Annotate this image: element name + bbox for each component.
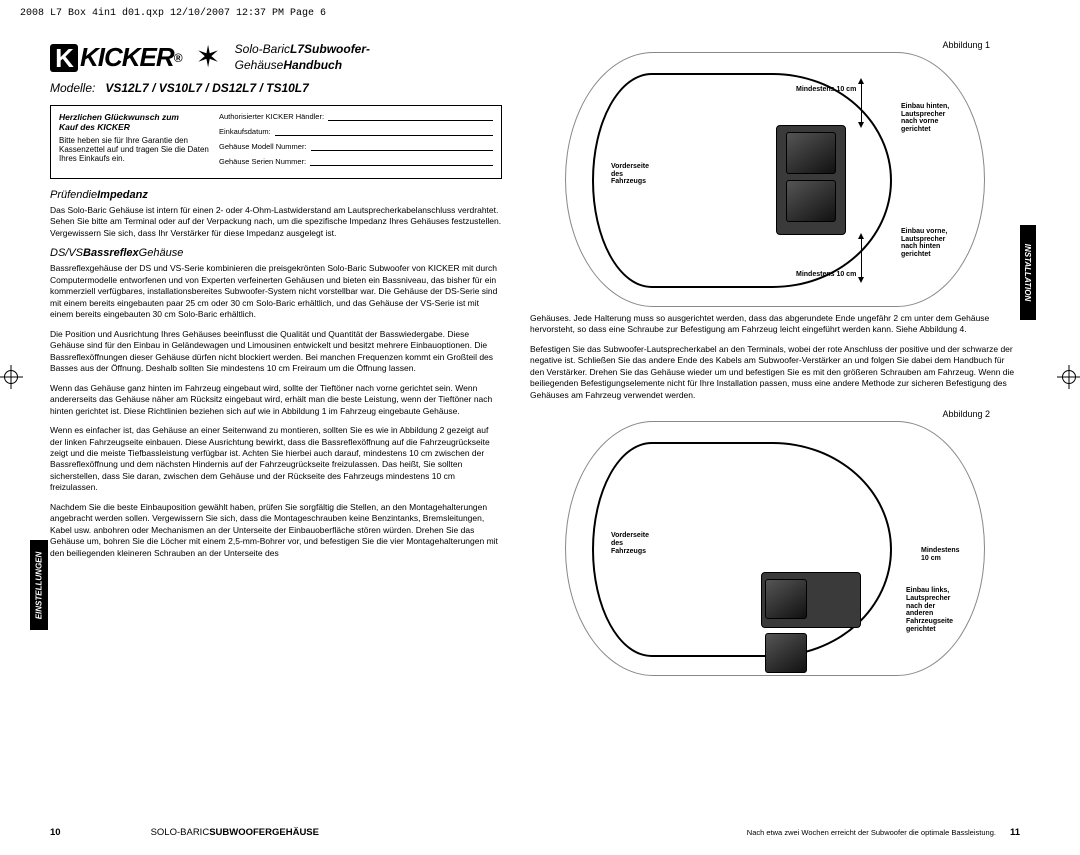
driver-icon bbox=[765, 633, 807, 673]
right-page: INSTALLATION Abbildung 1 Vorderseite des… bbox=[520, 40, 1020, 830]
sec2-p4: Wenn es einfacher ist, das Gehäuse an ei… bbox=[50, 425, 502, 494]
sec-impedance-title: PrüfendieImpedanz bbox=[50, 189, 502, 201]
figure-2: Vorderseite des Fahrzeugs Mindestens 10 … bbox=[565, 421, 985, 676]
footer-right: Nach etwa zwei Wochen erreicht der Subwo… bbox=[747, 827, 1020, 838]
doc-title: Solo-BaricL7Subwoofer- GehäuseHandbuch bbox=[235, 42, 370, 73]
arrow-top bbox=[861, 83, 862, 123]
page-num-right: 11 bbox=[1010, 827, 1020, 838]
models-row: Modelle: VS12L7 / VS10L7 / DS12L7 / TS10… bbox=[50, 81, 502, 95]
figure-1: Vorderseite des Fahrzeugs Mindestens 10 … bbox=[565, 52, 985, 307]
sec2-p1: Bassreflexgehäuse der DS und VS-Serie ko… bbox=[50, 263, 502, 320]
footer-title: SOLO-BARICSUBWOOFERGEHÄUSE bbox=[151, 827, 319, 838]
min10-bot: Mindestens 10 cm bbox=[796, 271, 856, 279]
warranty-note: Bitte heben sie für Ihre Garantie den Ka… bbox=[59, 136, 209, 163]
imposition-header: 2008 L7 Box 4in1 d01.qxp 12/10/2007 12:3… bbox=[20, 8, 326, 19]
sec2-p3: Wenn das Gehäuse ganz hinten im Fahrzeug… bbox=[50, 383, 502, 417]
speaker-box-2 bbox=[761, 572, 861, 628]
field-serial: Gehäuse Serien Nummer: bbox=[219, 157, 306, 166]
star-icon: ✶ bbox=[196, 40, 221, 75]
fig1-label: Abbildung 1 bbox=[530, 40, 990, 50]
right-p1: Gehäuses. Jede Halterung muss so ausgeri… bbox=[530, 313, 1020, 336]
field-date: Einkaufsdatum: bbox=[219, 127, 271, 136]
sec-bassreflex-title: DS/VSBassreflexGehäuse bbox=[50, 247, 502, 259]
speaker-box-1 bbox=[776, 125, 846, 235]
front-label-1: Vorderseite des Fahrzeugs bbox=[611, 163, 649, 186]
page-num-left: 10 bbox=[50, 827, 61, 838]
fig2-label: Abbildung 2 bbox=[530, 409, 990, 419]
congrats-block: Herzlichen Glückwunsch zumKauf des KICKE… bbox=[59, 112, 209, 172]
kicker-logo: K KICKER® bbox=[50, 42, 182, 73]
header-row: K KICKER® ✶ Solo-BaricL7Subwoofer- Gehäu… bbox=[50, 40, 502, 75]
sec2-p2: Die Position und Ausrichtung Ihres Gehäu… bbox=[50, 329, 502, 375]
footer-left: 10 SOLO-BARICSUBWOOFERGEHÄUSE bbox=[50, 827, 319, 838]
driver-icon bbox=[765, 579, 807, 619]
min10-r: Mindestens 10 cm bbox=[921, 547, 960, 562]
driver-icon bbox=[786, 132, 836, 174]
field-model: Gehäuse Modell Nummer: bbox=[219, 142, 307, 151]
footer-note: Nach etwa zwei Wochen erreicht der Subwo… bbox=[747, 828, 996, 837]
logo-text: KICKER bbox=[80, 42, 174, 73]
registration-mark-right bbox=[1062, 370, 1076, 384]
cap-left: Einbau links, Lautsprecher nach der ande… bbox=[906, 587, 953, 633]
min10-top: Mindestens 10 cm bbox=[796, 86, 856, 94]
cap-rear: Einbau hinten, Lautsprecher nach vorne g… bbox=[901, 103, 949, 134]
spread: EINSTELLUNGEN K KICKER® ✶ Solo-BaricL7Su… bbox=[50, 40, 1035, 830]
tab-settings: EINSTELLUNGEN bbox=[30, 540, 48, 630]
dealer-fields: Authorisierter KICKER Händler: Einkaufsd… bbox=[219, 112, 493, 172]
right-p2: Befestigen Sie das Subwoofer-Lautspreche… bbox=[530, 344, 1020, 401]
logo-k-icon: K bbox=[50, 44, 78, 72]
arrow-bottom bbox=[861, 238, 862, 278]
cap-front: Einbau vorne, Lautsprecher nach hinten g… bbox=[901, 228, 947, 259]
registration-mark-left bbox=[4, 370, 18, 384]
driver-icon bbox=[786, 180, 836, 222]
front-label-2: Vorderseite des Fahrzeugs bbox=[611, 532, 649, 555]
purchase-info-box: Herzlichen Glückwunsch zumKauf des KICKE… bbox=[50, 105, 502, 179]
sec2-p5: Nachdem Sie die beste Einbauposition gew… bbox=[50, 502, 502, 559]
sec-impedance-p1: Das Solo-Baric Gehäuse ist intern für ei… bbox=[50, 205, 502, 239]
left-page: EINSTELLUNGEN K KICKER® ✶ Solo-BaricL7Su… bbox=[50, 40, 520, 830]
field-dealer: Authorisierter KICKER Händler: bbox=[219, 112, 324, 121]
tab-installation: INSTALLATION bbox=[1020, 225, 1036, 320]
